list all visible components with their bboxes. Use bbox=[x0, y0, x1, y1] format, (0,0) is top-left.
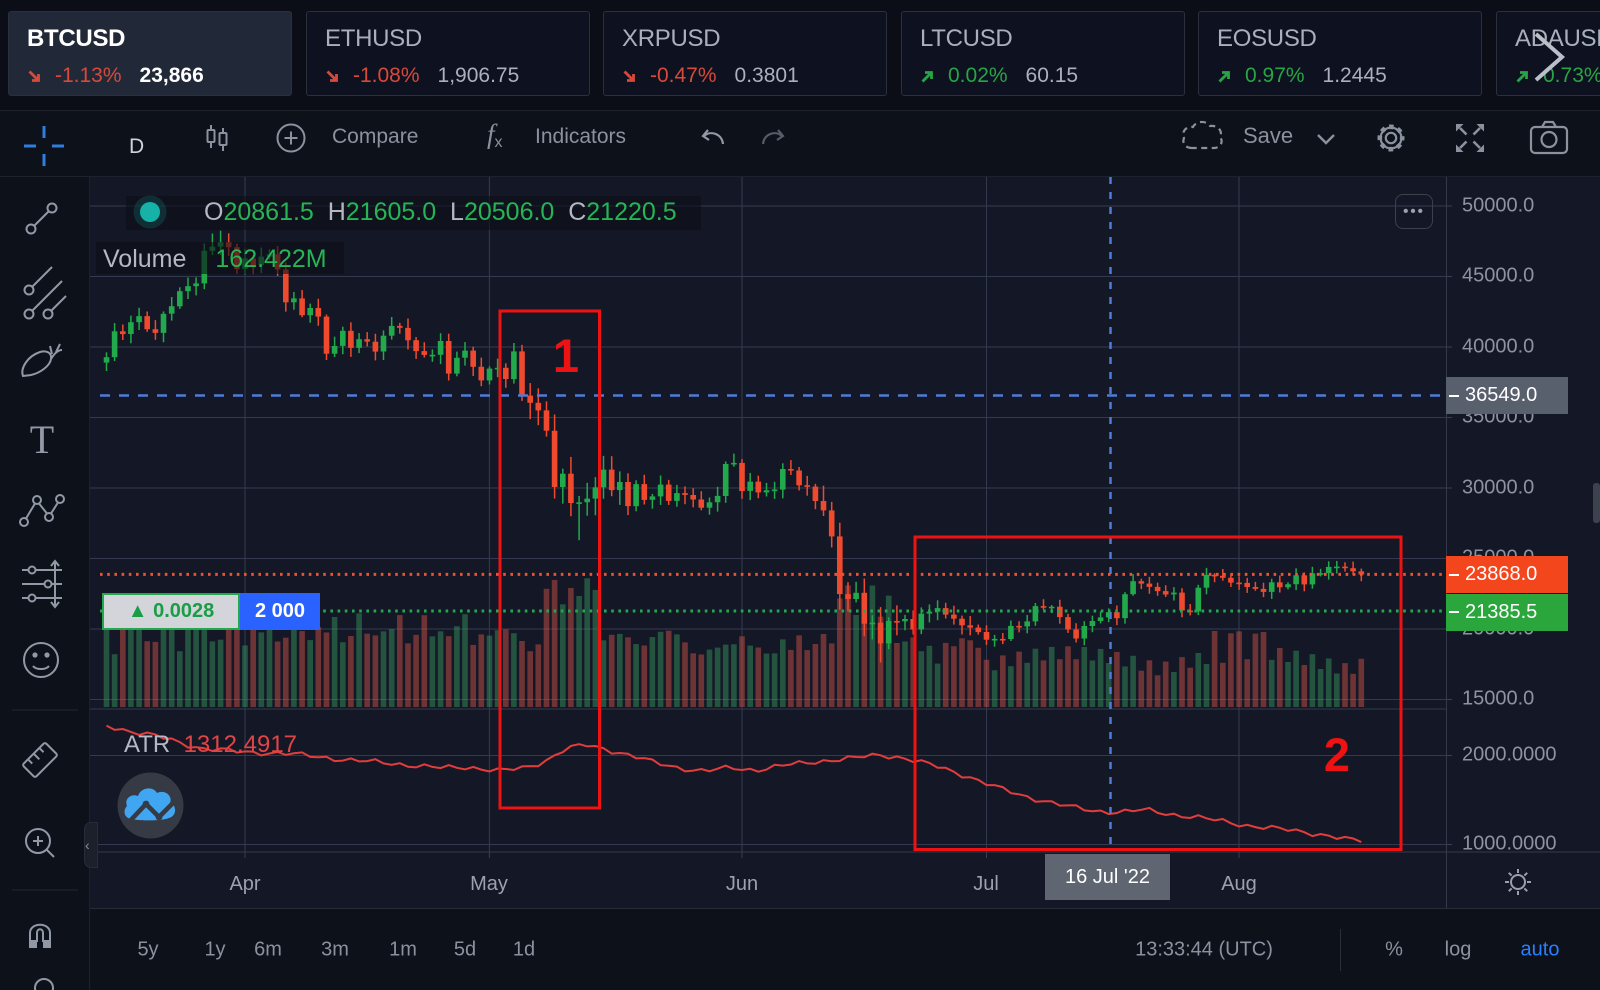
svg-text:2: 2 bbox=[1324, 728, 1350, 781]
svg-text:T: T bbox=[30, 417, 54, 462]
svg-text:1: 1 bbox=[553, 329, 579, 382]
